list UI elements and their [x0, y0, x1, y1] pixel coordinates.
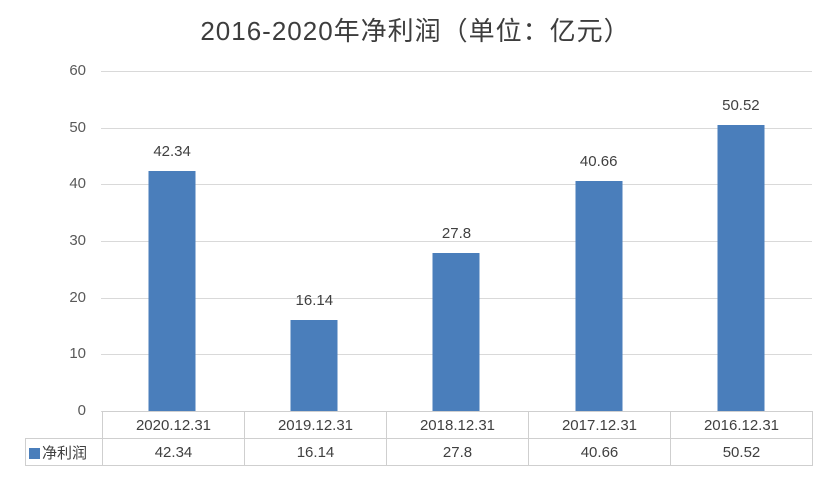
table-value-cell: 40.66	[528, 438, 671, 466]
table-header-cell: 2017.12.31	[528, 411, 671, 439]
bar-group: 50.52	[670, 71, 812, 411]
bar	[717, 124, 765, 411]
bar	[148, 171, 196, 411]
bar	[432, 253, 480, 411]
table-header-cell: 2020.12.31	[102, 411, 245, 439]
bar-value-label: 50.52	[722, 96, 760, 114]
table-header-cell: 2019.12.31	[244, 411, 387, 439]
legend-label: 净利润	[42, 444, 88, 462]
table-header-cell: 2018.12.31	[386, 411, 529, 439]
bar-group: 40.66	[528, 71, 670, 411]
legend-cell: 净利润	[25, 438, 103, 466]
table-value-row: 净利润 42.34 16.14 27.8 40.66 50.52	[25, 438, 813, 466]
gridline	[101, 184, 812, 186]
bar-value-label: 40.66	[579, 152, 618, 170]
table-value-cell: 42.34	[102, 438, 245, 466]
bar-group: 42.34	[101, 71, 243, 411]
plot-area: 42.34 16.14 27.8 40.66 50.52	[101, 71, 812, 412]
table-value-cell: 50.52	[670, 438, 813, 466]
y-axis-tick-label: 0	[77, 402, 86, 419]
table-header-cell: 2016.12.31	[670, 411, 813, 439]
y-axis-tick-label: 50	[69, 118, 86, 136]
data-table: 2020.12.31 2019.12.31 2018.12.31 2017.12.31…	[25, 411, 813, 466]
table-value-cell: 27.8	[386, 438, 529, 466]
gridline	[101, 127, 812, 129]
bar-group: 27.8	[385, 71, 527, 411]
gridline	[101, 241, 812, 242]
gridline	[101, 71, 812, 72]
y-axis-tick-label: 30	[69, 232, 86, 249]
table-spacer-cell	[26, 412, 103, 439]
bar	[575, 180, 623, 411]
y-axis: 0 10 20 30 40 50 60	[0, 62, 86, 419]
chart-title: 2016-2020年净利润（单位：亿元）	[200, 16, 631, 46]
bar-value-label: 27.8	[441, 225, 472, 243]
bar-value-label: 16.14	[295, 291, 334, 309]
y-axis-tick-label: 40	[69, 175, 86, 193]
table-header-row: 2020.12.31 2019.12.31 2018.12.31 2017.12.31…	[26, 411, 813, 439]
bar	[290, 319, 338, 411]
legend-swatch-icon	[29, 447, 40, 459]
bar-group: 16.14	[243, 71, 385, 411]
y-axis-tick-label: 10	[69, 345, 86, 363]
y-axis-tick-label: 20	[69, 288, 86, 306]
bar-value-label: 42.34	[153, 143, 191, 161]
table-value-cell: 16.14	[244, 438, 387, 466]
y-axis-tick-label: 60	[69, 62, 86, 79]
